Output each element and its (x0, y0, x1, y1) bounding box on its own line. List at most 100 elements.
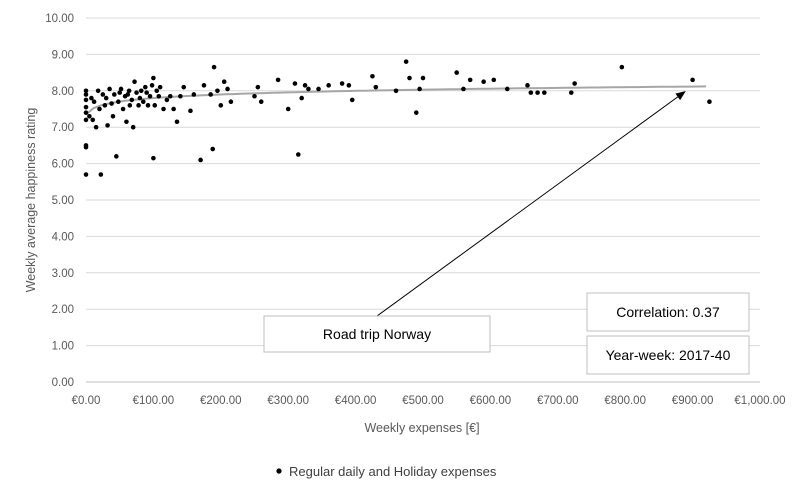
data-point (83, 97, 89, 103)
data-point (151, 155, 156, 161)
data-point (198, 157, 203, 163)
data-point (130, 124, 136, 130)
data-point (91, 99, 97, 105)
data-point (302, 83, 308, 88)
data-point (461, 86, 466, 92)
data-point (83, 92, 89, 97)
correlation-label: Correlation: 0.37 (616, 304, 720, 320)
x-tick-label: €900.00 (672, 395, 714, 407)
x-tick-label: €0.00 (72, 395, 101, 407)
y-tick-label: 3.00 (52, 268, 74, 280)
data-point (97, 106, 102, 112)
y-tick-label: 0.00 (52, 377, 74, 389)
data-point (481, 79, 486, 84)
data-point (83, 110, 89, 115)
data-points (83, 59, 712, 177)
data-point (225, 86, 230, 92)
data-point (83, 172, 89, 177)
data-point (120, 106, 126, 112)
data-point (208, 92, 213, 97)
data-point (103, 95, 109, 101)
data-point (218, 103, 224, 108)
y-tick-label: 4.00 (52, 231, 74, 243)
data-point (454, 70, 460, 75)
correlation-box: Correlation: 0.37 (586, 292, 750, 332)
callout-road-trip-label: Road trip Norway (323, 326, 431, 342)
year-week-box: Year-week: 2017-40 (586, 335, 750, 375)
y-tick-label: 5.00 (52, 195, 74, 207)
x-tick-label: €100.00 (133, 395, 175, 407)
data-point (504, 86, 510, 92)
data-point (275, 77, 281, 83)
data-point (154, 88, 160, 94)
data-point (690, 77, 695, 83)
callout-arrow (376, 96, 679, 317)
data-point (349, 97, 355, 103)
data-point (296, 152, 301, 157)
data-point (152, 103, 158, 108)
data-point (285, 106, 291, 112)
data-point (619, 64, 625, 70)
data-point (215, 88, 220, 94)
data-point (107, 86, 112, 92)
data-point (403, 59, 409, 64)
data-point (102, 103, 108, 108)
data-point (188, 108, 193, 114)
data-point (98, 172, 104, 177)
x-axis-ticks: €0.00 €100.00 €200.00 €300.00 €400.00 €500.00… (72, 395, 786, 407)
data-point (112, 92, 117, 97)
data-point (373, 84, 379, 90)
legend: Regular daily and Holiday expenses (276, 464, 497, 479)
data-point (95, 88, 101, 94)
legend-label: Regular daily and Holiday expenses (289, 464, 497, 479)
data-point (145, 103, 151, 108)
data-point (151, 75, 156, 81)
data-point (83, 88, 89, 94)
data-point (83, 143, 89, 148)
data-point (407, 75, 412, 81)
data-point (132, 79, 137, 84)
gridlines (86, 17, 760, 347)
x-axis-title: Weekly expenses [€] (364, 421, 479, 435)
data-point (89, 95, 94, 101)
y-tick-label: 1.00 (52, 341, 74, 353)
data-point (114, 154, 119, 159)
data-point (171, 106, 176, 112)
data-point (316, 86, 321, 92)
data-point (174, 119, 180, 125)
y-axis-ticks: 0.00 1.00 2.00 3.00 4.00 5.00 6.00 7.00 8.00 9.00… (45, 13, 74, 389)
data-point (292, 81, 298, 86)
data-point (156, 93, 162, 99)
x-tick-label: €800.00 (604, 395, 646, 407)
data-point (528, 90, 534, 95)
data-point (100, 92, 106, 97)
data-point (105, 123, 110, 128)
data-point (147, 93, 153, 99)
data-point (299, 95, 304, 101)
data-point (157, 84, 163, 90)
data-point (167, 93, 173, 99)
data-point (125, 92, 131, 97)
legend-marker (276, 468, 282, 474)
data-point (136, 103, 141, 108)
data-point (306, 86, 311, 92)
data-point (90, 117, 96, 123)
data-point (467, 77, 473, 83)
data-point (252, 93, 257, 99)
data-point (127, 103, 133, 108)
data-point (118, 86, 124, 92)
x-tick-label: €1,000.00 (734, 395, 785, 407)
data-point (126, 88, 132, 94)
y-tick-label: 6.00 (52, 159, 74, 171)
data-point (140, 99, 146, 105)
data-point (109, 101, 114, 106)
callout-road-trip: Road trip Norway (263, 315, 491, 353)
x-tick-label: €200.00 (200, 395, 242, 407)
callout-arrowhead (675, 90, 686, 101)
y-tick-label: 8.00 (52, 86, 74, 98)
data-point (149, 83, 155, 88)
data-point (87, 113, 92, 119)
data-point (134, 90, 139, 95)
data-point (143, 84, 148, 90)
